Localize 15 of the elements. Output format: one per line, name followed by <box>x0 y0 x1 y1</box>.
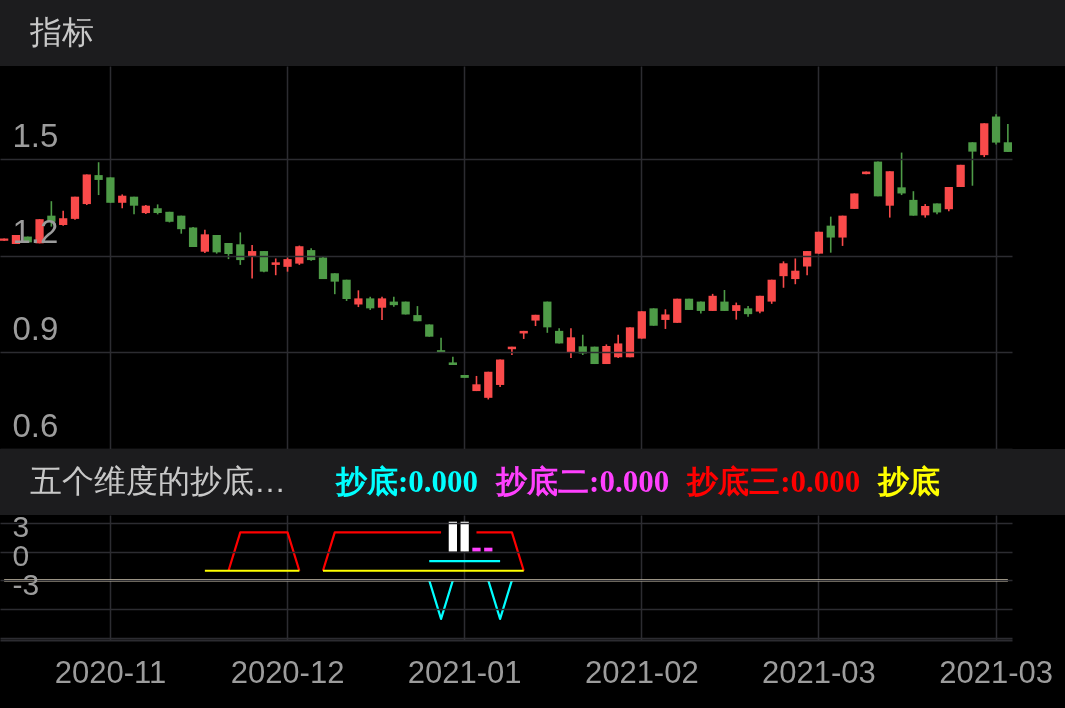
x-tick-label: 2021-03 <box>762 654 876 690</box>
x-tick-label: 2020-11 <box>54 654 167 690</box>
y-tick-label: 1.5 <box>12 116 59 154</box>
x-tick-label: 2021-01 <box>407 654 522 690</box>
text: 抄底三:0.000 <box>687 463 861 501</box>
y-tick-label: 0.9 <box>12 309 59 347</box>
x-tick-label: 2020-12 <box>230 654 345 690</box>
chart-title: 五个维度的抄底… <box>29 462 286 501</box>
y-tick-label: 0.6 <box>12 406 59 444</box>
chart-title: 指标 <box>29 13 94 52</box>
text: 抄底:0.000 <box>336 463 479 501</box>
text: 抄底 <box>878 463 941 501</box>
x-tick-label: 2021-02 <box>584 654 699 690</box>
series-label: 抄底二:0.000 <box>496 463 670 501</box>
x-tick-label: 2021-03 <box>939 654 1053 690</box>
